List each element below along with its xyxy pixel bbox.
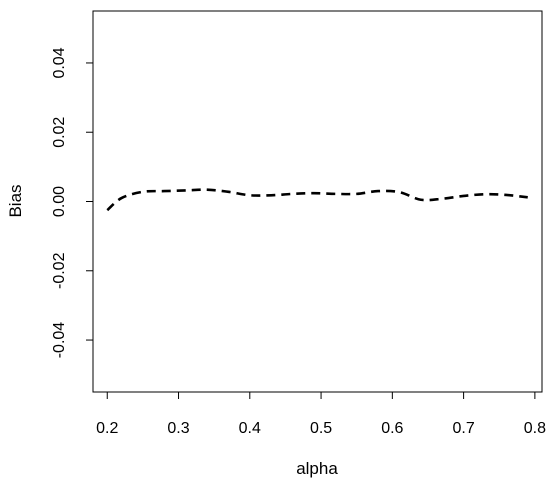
x-tick-label: 0.3 <box>167 420 189 437</box>
x-tick-label: 0.5 <box>310 420 332 437</box>
x-axis-title: alpha <box>296 459 338 478</box>
x-tick-label: 0.2 <box>96 420 118 437</box>
y-tick-label: 0.02 <box>51 117 68 148</box>
x-tick-label: 0.4 <box>239 420 261 437</box>
plot-frame <box>92 10 543 393</box>
x-tick-label: 0.8 <box>524 420 546 437</box>
x-tick-label: 0.6 <box>381 420 403 437</box>
bias-series-line <box>106 188 528 212</box>
y-tick-label: -0.02 <box>51 252 68 289</box>
y-axis: -0.04 -0.02 0.00 0.02 0.04 <box>51 47 94 359</box>
y-axis-title: Bias <box>6 184 25 217</box>
y-tick-label: 0.00 <box>51 186 68 217</box>
y-tick-label: 0.04 <box>51 47 68 78</box>
x-tick-label: 0.7 <box>452 420 474 437</box>
y-tick-label: -0.04 <box>51 322 68 359</box>
x-axis: 0.2 0.3 0.4 0.5 0.6 0.7 0.8 <box>96 391 546 437</box>
series-layer <box>106 188 528 212</box>
